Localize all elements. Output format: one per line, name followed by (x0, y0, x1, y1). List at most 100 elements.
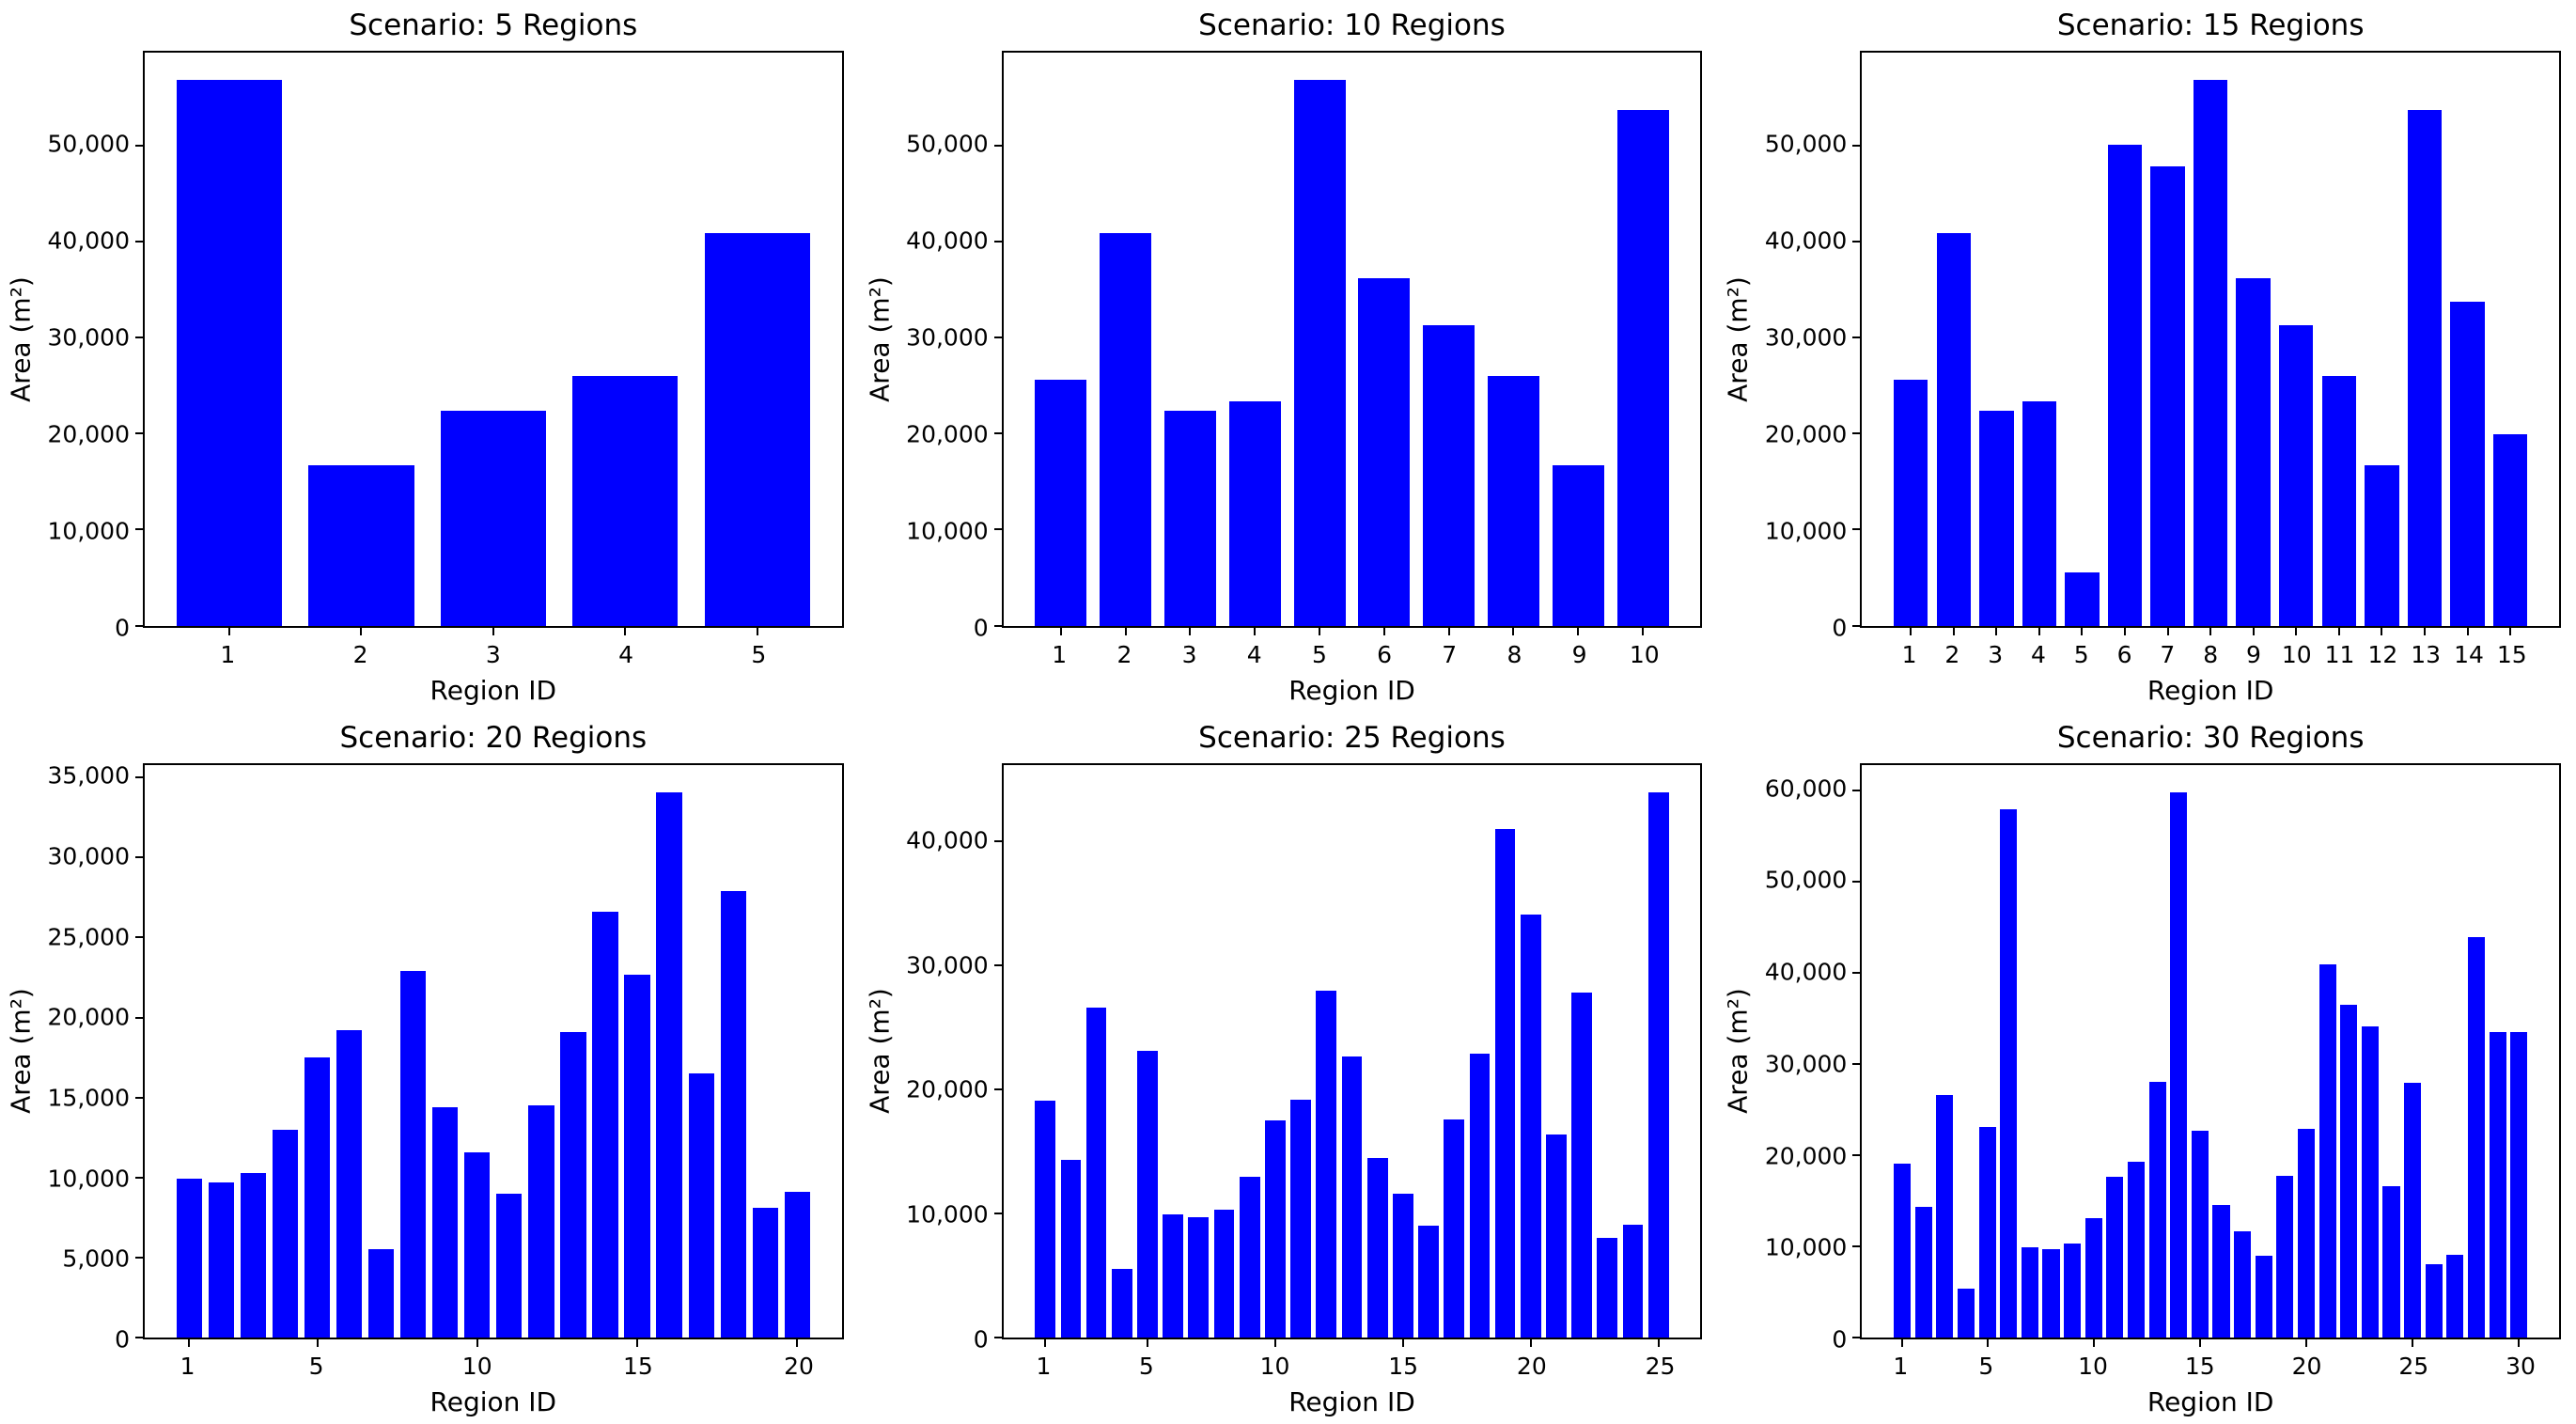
x-tick-mark (476, 1339, 478, 1347)
y-tick-mark (1852, 528, 1861, 531)
x-tick-mark (492, 627, 494, 635)
x-tick-mark (1189, 627, 1192, 635)
x-axis-label: Region ID (2147, 674, 2274, 706)
bar-region-5 (1978, 1126, 1996, 1338)
x-tick-mark (2466, 627, 2469, 635)
plot-area (1852, 762, 2561, 1347)
bar-region-22 (1571, 993, 1593, 1338)
x-tick-mark (1952, 627, 1955, 635)
x-tick-mark (1995, 627, 1998, 635)
y-tick-label: 30,000 (906, 323, 989, 352)
bar-region-7 (2150, 166, 2185, 626)
x-tick-label: 10 (2281, 640, 2312, 668)
x-tick-mark (2295, 627, 2298, 635)
x-tick-mark (1273, 1339, 1276, 1347)
y-tick-label: 5,000 (62, 1244, 130, 1273)
y-tick-mark (135, 856, 143, 859)
y-tick-mark (993, 240, 1002, 243)
x-tick-label: 5 (308, 1353, 324, 1380)
bar-region-17 (1444, 1119, 1465, 1338)
chart-title: Scenario: 25 Regions (1198, 720, 1506, 755)
bar-region-24 (2382, 1185, 2400, 1338)
x-tick-label: 8 (2203, 640, 2219, 668)
x-tick-label: 15 (2496, 640, 2527, 668)
chart-title: Scenario: 10 Regions (1198, 8, 1506, 42)
y-tick-label: 20,000 (1764, 420, 1848, 448)
bar-region-16 (656, 791, 682, 1338)
bar-region-9 (1239, 1176, 1260, 1338)
y-tick-label: 40,000 (1764, 227, 1848, 255)
x-tick-mark (796, 1339, 799, 1347)
bar-region-4 (1111, 1269, 1132, 1338)
y-tick-labels: 0 10,000 20,000 30,000 40,000 50,000 (0, 51, 130, 639)
y-tick-mark (1852, 1337, 1861, 1338)
bar-region-19 (2276, 1176, 2294, 1338)
bar-region-7 (368, 1249, 395, 1338)
bar-region-1 (1035, 379, 1087, 626)
subplot-25-regions: Scenario: 25 Regions Area (m²) Region ID 0 1… (859, 712, 1718, 1424)
bar-region-1 (1894, 1163, 1912, 1338)
x-tick-label: 15 (622, 1353, 653, 1380)
y-tick-mark (1852, 1062, 1861, 1065)
y-tick-mark (1852, 240, 1861, 243)
y-tick-label: 20,000 (906, 420, 989, 448)
y-tick-label: 10,000 (47, 1165, 130, 1193)
x-tick-mark (1529, 1339, 1532, 1347)
x-tick-label: 20 (1516, 1353, 1547, 1380)
x-tick-mark (1642, 627, 1645, 635)
y-tick-mark (993, 144, 1002, 147)
subplot-15-regions: Scenario: 15 Regions Area (m²) Region ID 0 1… (1717, 0, 2576, 712)
bar-region-12 (2365, 464, 2399, 626)
y-tick-label: 15,000 (47, 1084, 130, 1112)
y-tick-mark (1852, 789, 1861, 791)
x-tick-label: 1 (1036, 1353, 1052, 1380)
bar-region-11 (496, 1193, 523, 1338)
x-tick-mark (1146, 1339, 1148, 1347)
bar-region-5 (304, 1057, 331, 1338)
x-tick-label: 5 (1138, 1353, 1154, 1380)
bar-region-8 (2042, 1248, 2060, 1338)
bar-region-2 (1914, 1207, 1932, 1338)
y-tick-mark (135, 1337, 143, 1338)
bar-region-2 (1100, 232, 1152, 626)
y-tick-mark (993, 1337, 1002, 1338)
x-tick-label: 13 (2411, 640, 2442, 668)
x-tick-mark (2337, 627, 2340, 635)
x-tick-label: 1 (1901, 640, 1917, 668)
y-tick-label: 10,000 (906, 1200, 989, 1228)
bar-region-22 (2340, 1004, 2358, 1338)
x-tick-label: 30 (2506, 1353, 2536, 1380)
y-tick-label: 20,000 (1764, 1142, 1848, 1170)
bar-region-11 (2106, 1177, 2124, 1338)
x-tick-mark (2037, 627, 2040, 635)
bar-region-4 (572, 375, 679, 626)
bar-region-2 (208, 1181, 234, 1338)
bar-region-23 (2361, 1026, 2379, 1338)
x-tick-mark (2304, 1339, 2307, 1347)
y-tick-labels: 0 10,000 20,000 30,000 40,000 50,000 (859, 51, 989, 639)
bar-region-13 (2407, 109, 2443, 626)
y-tick-label: 0 (1832, 614, 1848, 641)
bar-region-8 (400, 971, 427, 1338)
x-axis-label: Region ID (429, 674, 557, 706)
bar-region-28 (2467, 936, 2486, 1338)
x-tick-label: 3 (485, 640, 501, 668)
y-tick-label: 0 (115, 614, 130, 641)
x-tick-mark (2124, 627, 2127, 635)
y-tick-label: 10,000 (1764, 517, 1848, 545)
bar-region-25 (2404, 1083, 2422, 1338)
y-tick-mark (135, 1096, 143, 1099)
bar-region-15 (624, 974, 650, 1338)
y-tick-mark (135, 1176, 143, 1179)
bar-region-17 (2234, 1231, 2252, 1338)
bar-region-4 (1228, 401, 1281, 626)
bar-region-25 (1647, 791, 1669, 1338)
bar-region-2 (1060, 1160, 1082, 1338)
y-tick-label: 0 (1832, 1325, 1848, 1354)
y-tick-labels: 0 10,000 20,000 30,000 40,000 50,000 60,000 (1717, 763, 1848, 1351)
bar-region-9 (2064, 1244, 2082, 1338)
y-tick-label: 20,000 (47, 420, 130, 448)
bar-region-3 (1936, 1094, 1954, 1338)
x-tick-mark (2423, 627, 2426, 635)
x-tick-label: 11 (2324, 640, 2355, 668)
